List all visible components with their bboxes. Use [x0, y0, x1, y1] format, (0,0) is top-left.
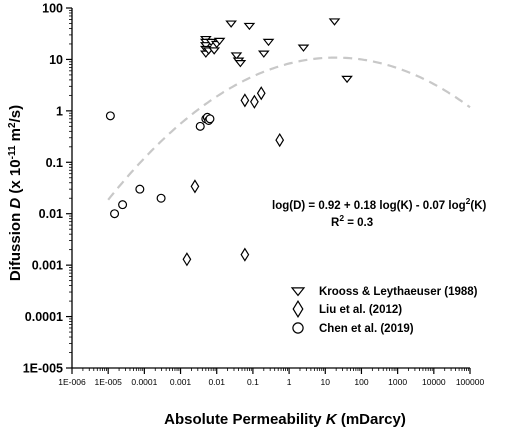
x-axis-label-unit: (mDarcy)	[337, 411, 406, 428]
triangle-point	[199, 42, 212, 50]
y-tick-label: 0.001	[32, 259, 63, 273]
legend: Krooss & Leythaeuser (1988) Liu et al. (2…	[290, 286, 478, 335]
circle-point	[135, 184, 145, 194]
x-tick-label: 1E-005	[94, 377, 122, 387]
y-tick-label: 0.1	[46, 156, 63, 170]
x-tick-label: 100000	[456, 377, 485, 387]
x-tick-label: 1E-006	[58, 377, 86, 387]
circle-point	[195, 121, 205, 131]
x-tick-label: 0.01	[208, 377, 225, 387]
triangle-point	[225, 20, 237, 28]
r2-annotation: R2 = 0.3	[331, 213, 373, 229]
legend-circle-marker	[292, 322, 304, 334]
legend-label: Chen et al. (2019)	[319, 323, 414, 335]
diamond-point	[250, 94, 259, 109]
legend-label: Liu et al. (2012)	[319, 304, 402, 316]
triangle-point	[341, 75, 353, 84]
x-tick-labels: 1E-006 1E-005 0.0001 0.001 0.01 0.1 1 10 100 1000…	[58, 377, 484, 387]
triangle-point	[208, 47, 221, 55]
diamond-point	[240, 93, 250, 108]
y-axis-label-tail: /s)	[7, 105, 24, 123]
y-tick-label: 1	[56, 104, 63, 118]
triangle-point	[234, 60, 247, 68]
y-axis-label-text: Difussion	[7, 209, 24, 282]
y-tick-label: 10	[49, 53, 63, 67]
legend-item-liu: Liu et al. (2012)	[292, 300, 402, 318]
y-axis-label-exp: -11	[7, 145, 18, 159]
y-tick-label: 0.0001	[25, 310, 63, 324]
x-tick-label: 10	[321, 377, 331, 387]
y-tick-labels: 100 10 1 0.1 0.01 0.001 0.0001 1E-005	[23, 2, 63, 376]
y-tick-label: 100	[42, 2, 63, 16]
y-axis-label-unit: m	[7, 128, 24, 146]
diamond-point	[256, 86, 266, 101]
equation-text: log(D) = 0.92 + 0.18 log(K) - 0.07 log	[272, 200, 466, 212]
circle-point	[205, 114, 215, 124]
triangle-point	[257, 50, 270, 58]
x-tick-label: 0.001	[170, 377, 192, 387]
legend-item-chen: Chen et al. (2019)	[292, 322, 414, 335]
x-tick-label: 100	[354, 377, 368, 387]
x-tick-label: 10000	[422, 377, 446, 387]
x-tick-label: 0.0001	[131, 377, 157, 387]
x-axis-label-text: Absolute Permeability	[164, 411, 326, 428]
axes	[66, 7, 471, 374]
y-tick-label: 1E-005	[23, 362, 63, 376]
triangle-point	[297, 44, 310, 52]
x-tick-label: 1	[287, 377, 292, 387]
diamond-point	[275, 132, 285, 148]
regression-curve	[107, 56, 471, 201]
r2-value: = 0.3	[344, 217, 373, 229]
y-axis-label: Difussion D (x 10-11 m2/s)	[7, 105, 24, 281]
diamond-point	[190, 179, 200, 194]
legend-diamond-marker	[292, 300, 304, 318]
circle-point	[110, 209, 120, 219]
circle-point	[105, 111, 115, 121]
x-tick-label: 1000	[388, 377, 407, 387]
y-axis-label-mid: (x 10	[7, 159, 24, 197]
legend-triangle-marker	[290, 287, 306, 297]
triangle-point	[262, 38, 275, 47]
r2-label: R	[331, 217, 340, 229]
x-axis-label-var: K	[326, 411, 338, 428]
equation-annotation: log(D) = 0.92 + 0.18 log(K) - 0.07 log2(…	[272, 196, 487, 212]
y-tick-label: 0.01	[39, 207, 63, 221]
triangle-point	[328, 18, 341, 26]
x-axis-label: Absolute Permeability K (mDarcy)	[164, 411, 406, 428]
r2-exponent: 2	[339, 213, 344, 223]
equation-tail: (K)	[470, 200, 486, 212]
x-tick-label: 0.1	[247, 377, 259, 387]
legend-label: Krooss & Leythaeuser (1988)	[319, 286, 478, 298]
circle-point	[118, 200, 128, 210]
circle-point	[156, 193, 166, 203]
triangle-point	[243, 22, 256, 31]
y-axis-label-var: D	[7, 198, 24, 209]
equation-exponent: 2	[466, 196, 471, 206]
data-points	[105, 18, 353, 267]
legend-item-krooss: Krooss & Leythaeuser (1988)	[290, 286, 478, 298]
diamond-point	[182, 252, 192, 267]
y-axis-label-unit-exp: 2	[7, 122, 18, 128]
diamond-point	[240, 247, 250, 262]
triangle-point	[230, 52, 243, 60]
triangle-point	[213, 37, 226, 46]
